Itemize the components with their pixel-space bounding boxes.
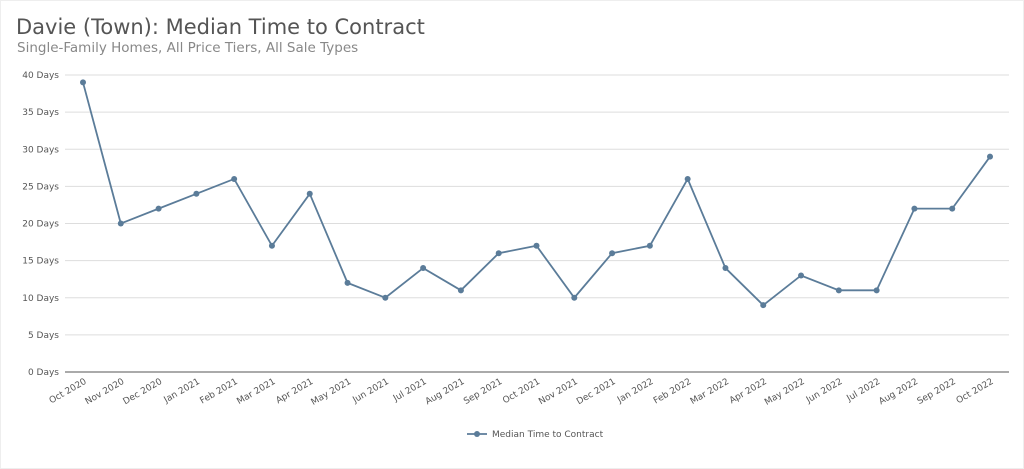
series-line	[82, 82, 991, 307]
x-tick-label: Jun 2022	[804, 377, 844, 406]
data-point	[987, 153, 993, 160]
x-tick-label: Jun 2021	[350, 377, 390, 406]
data-point	[344, 279, 351, 286]
x-tick-label: Jan 2021	[162, 377, 202, 406]
data-point	[193, 190, 200, 197]
data-point	[609, 250, 616, 257]
data-point	[798, 272, 805, 279]
chart-title: Davie (Town): Median Time to Contract	[16, 15, 425, 39]
x-tick-label: Mar 2021	[235, 377, 277, 407]
data-point	[760, 302, 767, 309]
x-tick-label: Apr 2022	[728, 377, 769, 406]
y-tick-label: 5 Days	[28, 331, 59, 341]
x-tick-label: Oct 2022	[955, 377, 996, 406]
y-tick-label: 40 Days	[22, 71, 59, 81]
data-point	[911, 205, 918, 212]
data-point	[231, 175, 238, 182]
x-tick-label: May 2022	[763, 377, 806, 408]
y-tick-label: 10 Days	[22, 294, 59, 304]
x-tick-label: Oct 2021	[501, 377, 542, 406]
x-tick-label: Feb 2022	[652, 377, 693, 407]
data-point	[571, 294, 578, 301]
data-point	[835, 287, 842, 294]
data-point	[457, 287, 464, 294]
data-point	[873, 287, 880, 294]
data-point	[117, 220, 124, 227]
data-point	[155, 205, 162, 212]
x-tick-label: Apr 2021	[274, 377, 315, 406]
y-tick-label: 0 Days	[28, 368, 59, 378]
legend-label: Median Time to Contract	[492, 430, 604, 440]
data-point	[949, 205, 956, 212]
x-tick-label: Dec 2021	[575, 377, 617, 407]
data-point	[533, 242, 540, 249]
x-tick-label: May 2021	[310, 377, 353, 408]
x-tick-label: Nov 2020	[84, 377, 127, 407]
x-tick-label: Aug 2021	[424, 377, 467, 407]
data-point	[646, 242, 653, 249]
x-tick-label: Jan 2022	[615, 377, 655, 406]
x-tick-label: Feb 2021	[199, 377, 240, 407]
x-tick-label: Jul 2022	[845, 377, 883, 404]
data-point	[268, 242, 275, 249]
x-tick-label: Jul 2021	[391, 377, 429, 404]
data-point	[420, 265, 427, 272]
y-tick-label: 35 Days	[22, 108, 59, 118]
x-tick-label: Aug 2022	[877, 377, 920, 407]
x-tick-label: Nov 2021	[537, 377, 580, 407]
data-point	[495, 250, 502, 257]
data-point	[306, 190, 313, 197]
y-tick-label: 30 Days	[22, 145, 59, 155]
x-tick-label: Sep 2021	[462, 377, 504, 407]
y-tick-label: 20 Days	[22, 220, 59, 230]
x-tick-label: Mar 2022	[689, 377, 731, 407]
data-point	[80, 79, 86, 86]
x-tick-label: Dec 2020	[122, 377, 165, 407]
x-tick-label: Sep 2022	[916, 377, 958, 407]
y-tick-label: 25 Days	[22, 182, 59, 192]
y-tick-label: 15 Days	[22, 257, 59, 267]
legend-marker	[474, 431, 480, 437]
x-tick-label: Oct 2020	[48, 377, 89, 406]
chart-subtitle: Single-Family Homes, All Price Tiers, Al…	[17, 40, 359, 56]
data-point	[722, 265, 729, 272]
data-point	[684, 175, 691, 182]
data-point	[382, 294, 389, 301]
